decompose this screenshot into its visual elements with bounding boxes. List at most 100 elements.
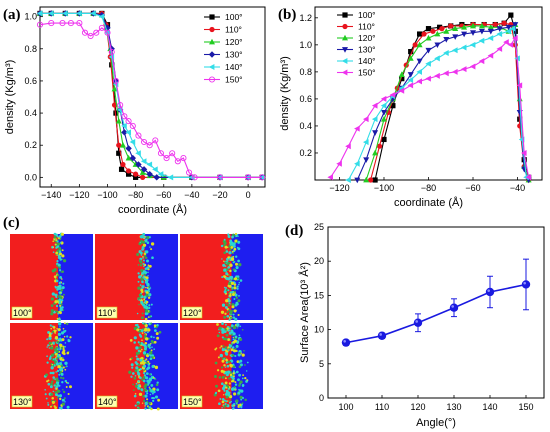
interface-droplet bbox=[221, 407, 223, 409]
snapshot-110: 110° bbox=[95, 232, 178, 321]
legend-label-100: 100° bbox=[358, 10, 376, 20]
interface-droplet bbox=[66, 405, 70, 409]
data-point bbox=[452, 25, 459, 32]
interface-droplet bbox=[156, 388, 160, 392]
interface-droplet bbox=[144, 328, 148, 332]
interface-droplet bbox=[52, 390, 55, 393]
interface-droplet bbox=[145, 286, 147, 289]
interface-droplet bbox=[229, 360, 232, 363]
interface-droplet bbox=[239, 380, 243, 384]
interface-droplet bbox=[134, 393, 137, 395]
interface-droplet bbox=[62, 377, 65, 380]
interface-droplet bbox=[142, 255, 144, 258]
plot-frame bbox=[39, 6, 266, 188]
interface-droplet bbox=[227, 266, 231, 269]
interface-droplet bbox=[236, 276, 240, 281]
data-point bbox=[470, 30, 477, 36]
interface-droplet bbox=[218, 402, 221, 406]
interface-droplet bbox=[58, 285, 61, 289]
interface-droplet bbox=[139, 368, 142, 371]
interface-droplet bbox=[224, 323, 227, 326]
data-point bbox=[512, 35, 518, 42]
interface-droplet bbox=[58, 394, 63, 398]
interface-droplet bbox=[230, 324, 234, 327]
data-point bbox=[496, 31, 503, 38]
data-point bbox=[469, 41, 476, 48]
legend-label-150: 150° bbox=[225, 75, 243, 85]
interface-droplet bbox=[221, 400, 225, 404]
interface-droplet bbox=[224, 313, 227, 315]
y-tick-label: 0.2 bbox=[24, 140, 37, 150]
interface-droplet bbox=[154, 395, 159, 399]
interface-droplet bbox=[151, 392, 154, 395]
interface-droplet bbox=[154, 329, 157, 332]
interface-droplet bbox=[60, 278, 63, 280]
interface-droplet bbox=[153, 324, 157, 327]
interface-droplet bbox=[224, 305, 228, 309]
interface-droplet bbox=[156, 381, 159, 384]
interface-droplet bbox=[227, 329, 230, 332]
interface-droplet bbox=[154, 365, 159, 370]
interface-droplet bbox=[136, 252, 140, 257]
interface-droplet bbox=[221, 258, 223, 260]
interface-droplet bbox=[218, 331, 221, 334]
interface-droplet bbox=[65, 365, 67, 368]
interface-droplet bbox=[51, 396, 54, 400]
data-point-highlight bbox=[343, 339, 347, 343]
interface-droplet bbox=[148, 293, 152, 297]
interface-droplet bbox=[53, 384, 56, 387]
interface-droplet bbox=[153, 357, 156, 359]
data-point bbox=[140, 166, 148, 173]
data-point bbox=[487, 24, 494, 30]
data-point bbox=[434, 42, 441, 49]
interface-droplet bbox=[137, 386, 141, 390]
interface-droplet bbox=[140, 239, 143, 243]
interface-droplet bbox=[228, 377, 231, 380]
interface-droplet bbox=[47, 382, 51, 386]
angle-label-box bbox=[11, 306, 33, 319]
interface-droplet bbox=[45, 373, 48, 377]
interface-droplet bbox=[225, 299, 229, 303]
interface-droplet bbox=[148, 236, 151, 239]
interface-droplet bbox=[224, 337, 228, 341]
data-point bbox=[425, 75, 431, 82]
interface-droplet bbox=[51, 330, 55, 333]
interface-droplet bbox=[52, 376, 55, 379]
data-point bbox=[469, 63, 476, 70]
legend-label-110: 110° bbox=[225, 25, 242, 35]
interface-droplet bbox=[148, 353, 151, 356]
data-point bbox=[434, 72, 440, 79]
interface-droplet bbox=[146, 259, 149, 263]
interface-droplet bbox=[141, 322, 144, 325]
interface-droplet bbox=[223, 358, 225, 360]
interface-droplet bbox=[223, 275, 226, 278]
interface-droplet bbox=[220, 345, 223, 348]
interface-droplet bbox=[58, 281, 62, 284]
interface-droplet bbox=[233, 298, 236, 300]
data-point bbox=[133, 171, 139, 177]
data-point bbox=[430, 28, 436, 34]
panel-d-label: (d) bbox=[285, 223, 303, 239]
interface-droplet bbox=[148, 406, 152, 409]
data-point bbox=[434, 30, 441, 37]
y-axis-label: density (Kg/m³) bbox=[4, 60, 16, 135]
interface-droplet bbox=[50, 366, 54, 370]
interface-droplet bbox=[142, 232, 146, 236]
interface-droplet bbox=[151, 346, 153, 349]
series-120 bbox=[37, 10, 266, 180]
interface-droplet bbox=[230, 277, 233, 281]
y-tick-label: 1.0 bbox=[24, 12, 37, 22]
interface-droplet bbox=[151, 397, 154, 400]
interface-droplet bbox=[50, 297, 55, 301]
legend-marker-100 bbox=[342, 12, 348, 18]
data-point bbox=[153, 174, 160, 181]
angle-label-box bbox=[181, 395, 203, 408]
interface-droplet bbox=[133, 336, 137, 340]
interface-droplet bbox=[232, 332, 236, 336]
interface-droplet bbox=[229, 373, 233, 377]
interface-droplet bbox=[229, 354, 232, 356]
interface-droplet bbox=[146, 241, 150, 244]
angle-label: 100° bbox=[13, 308, 32, 318]
interface-droplet bbox=[61, 358, 65, 362]
data-point bbox=[478, 28, 485, 35]
